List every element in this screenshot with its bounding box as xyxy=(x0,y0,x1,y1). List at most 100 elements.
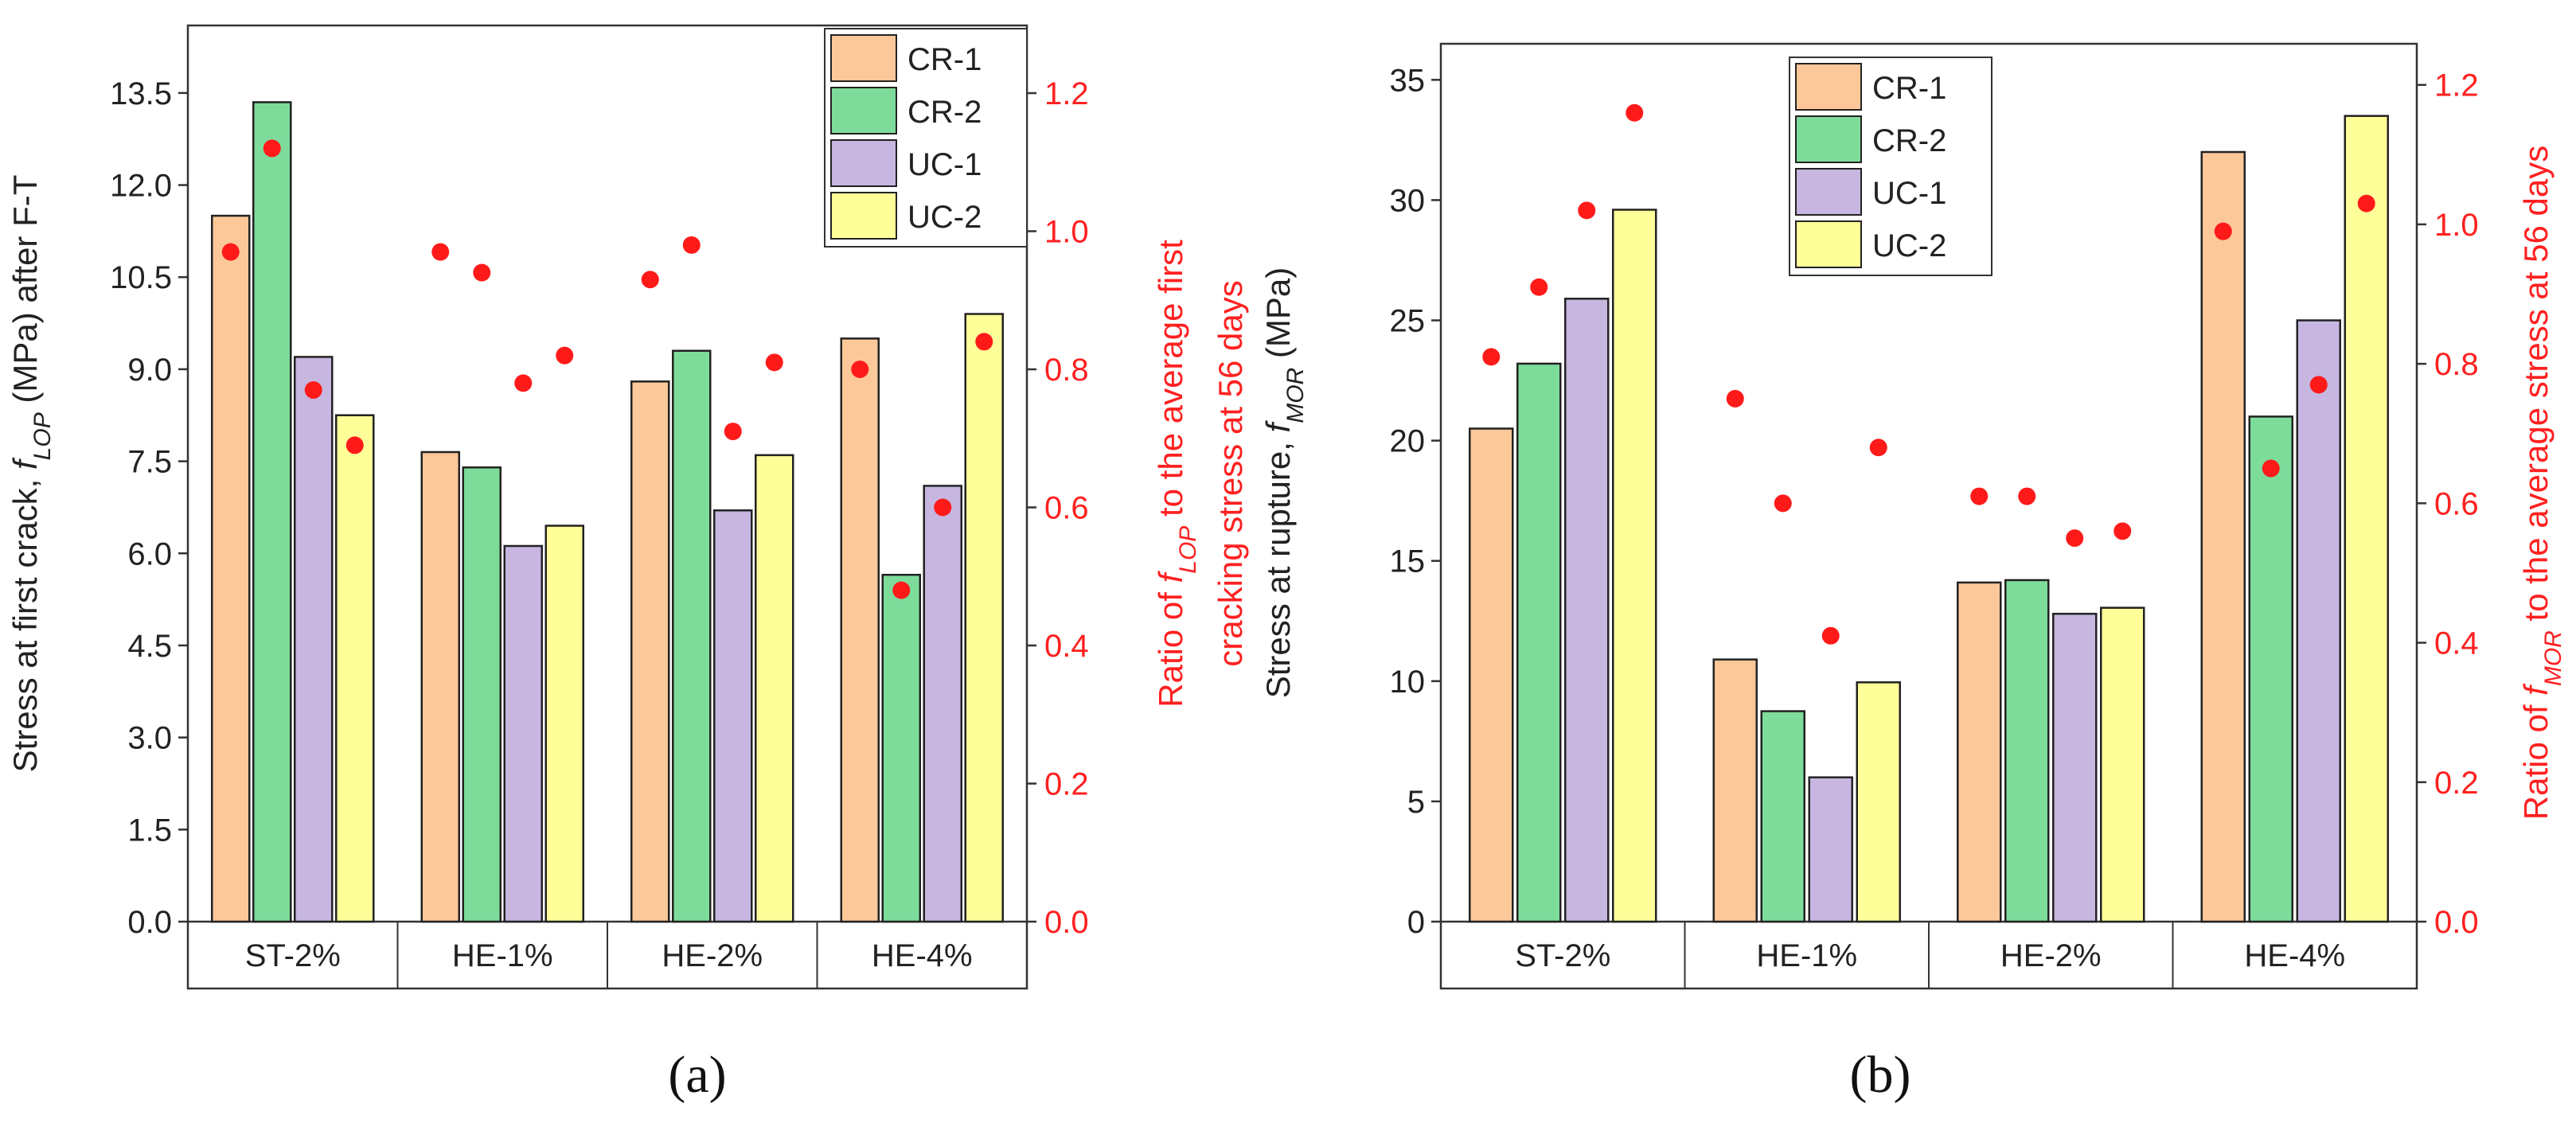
legend-label-uc-2: UC-2 xyxy=(1872,228,1946,263)
ratio-point xyxy=(431,243,450,261)
category-label: HE-4% xyxy=(872,938,973,973)
legend-label-cr-1: CR-1 xyxy=(907,42,982,77)
bar-uc-1 xyxy=(923,485,962,923)
y2-tick-label: 1.0 xyxy=(1044,215,1089,250)
legend-swatch-cr-1 xyxy=(830,34,897,82)
legend-label-cr-1: CR-1 xyxy=(1872,71,1946,106)
ratio-point xyxy=(514,374,533,392)
y-tick-label: 1.5 xyxy=(127,813,172,848)
ratio-point xyxy=(473,263,491,282)
bar-cr-2 xyxy=(1516,362,1562,923)
y2-tick-label: 0.4 xyxy=(1044,629,1089,664)
bar-uc-1 xyxy=(2052,612,2098,923)
ratio-point xyxy=(2309,376,2328,394)
y2-tick-label: 1.0 xyxy=(2434,208,2479,243)
y2-tick-label: 0.6 xyxy=(2434,486,2479,521)
y2-axis-label: cracking stress at 56 days xyxy=(1212,280,1249,667)
ratio-point xyxy=(724,423,742,441)
y-tick-label: 10 xyxy=(1390,665,1426,700)
category-label: ST-2% xyxy=(1515,938,1610,973)
bar-cr-1 xyxy=(2200,150,2246,923)
y2-tick-label: 0.2 xyxy=(2434,766,2479,801)
ratio-point xyxy=(682,236,701,254)
bar-cr-1 xyxy=(840,337,880,923)
bar-cr-1 xyxy=(630,380,670,923)
category-label: HE-4% xyxy=(2244,938,2345,973)
y-axis-label: Stress at rupture, fMOR (MPa) xyxy=(1259,267,1309,698)
y2-tick-label: 0.2 xyxy=(1044,767,1089,802)
ratio-point xyxy=(2262,459,2280,478)
y-tick-label: 20 xyxy=(1390,424,1426,459)
legend-label-uc-2: UC-2 xyxy=(907,200,982,235)
bar-cr-2 xyxy=(2004,579,2050,923)
ratio-point xyxy=(851,361,869,379)
ratio-point xyxy=(304,381,322,400)
legend-swatch-uc-2 xyxy=(830,192,897,240)
bar-uc-2 xyxy=(1612,209,1657,923)
bar-uc-2 xyxy=(2100,606,2145,923)
legend-swatch-uc-2 xyxy=(1795,220,1862,268)
y2-tick-label: 0.8 xyxy=(1044,353,1089,388)
ratio-point xyxy=(2357,194,2375,213)
bar-cr-1 xyxy=(211,214,251,923)
bar-uc-2 xyxy=(1856,681,1901,923)
bar-uc-1 xyxy=(1808,776,1853,923)
category-label: HE-1% xyxy=(452,938,553,973)
ratio-point xyxy=(2113,522,2132,540)
y-tick-label: 12.0 xyxy=(110,169,172,204)
ratio-point xyxy=(345,436,364,454)
y-tick-label: 9.0 xyxy=(127,353,172,388)
legend: CR-1 CR-2 UC-1 UC-2 xyxy=(824,28,1028,248)
y2-tick-label: 0.0 xyxy=(2434,905,2479,940)
y-tick-label: 10.5 xyxy=(110,260,172,295)
ratio-point xyxy=(556,346,574,365)
ratio-point xyxy=(1821,626,1840,645)
bar-cr-1 xyxy=(1712,658,1758,923)
category-label: HE-1% xyxy=(1756,938,1857,973)
y-tick-label: 0.0 xyxy=(127,905,172,940)
panel-label: (b) xyxy=(1850,1046,1911,1104)
bar-cr-2 xyxy=(462,466,502,923)
bar-uc-2 xyxy=(335,414,375,923)
bar-cr-1 xyxy=(1957,581,2002,923)
y-tick-label: 7.5 xyxy=(127,445,172,480)
legend-label-cr-2: CR-2 xyxy=(1872,123,1946,158)
y-tick-label: 4.5 xyxy=(127,629,172,664)
y2-tick-label: 1.2 xyxy=(1044,76,1089,111)
category-label: HE-2% xyxy=(2000,938,2102,973)
bar-cr-2 xyxy=(672,349,712,923)
y-tick-label: 6.0 xyxy=(127,536,172,571)
category-label: HE-2% xyxy=(662,938,763,973)
y-tick-label: 3.0 xyxy=(127,721,172,756)
legend-swatch-uc-1 xyxy=(1795,168,1862,216)
ratio-point xyxy=(1970,487,1989,505)
legend: CR-1 CR-2 UC-1 UC-2 xyxy=(1789,57,1992,276)
bar-cr-1 xyxy=(420,450,460,923)
ratio-point xyxy=(1530,278,1548,296)
bar-uc-1 xyxy=(2296,319,2341,923)
bar-cr-2 xyxy=(1760,710,1805,923)
y2-tick-label: 0.0 xyxy=(1044,905,1089,940)
ratio-point xyxy=(2018,487,2036,505)
ratio-point xyxy=(975,333,993,351)
ratio-point xyxy=(1726,389,1744,407)
y-tick-label: 30 xyxy=(1390,183,1426,218)
y2-tick-label: 0.4 xyxy=(2434,626,2479,661)
ratio-point xyxy=(934,498,952,517)
bar-uc-2 xyxy=(964,313,1004,923)
y-tick-label: 15 xyxy=(1390,544,1426,579)
legend-swatch-uc-1 xyxy=(830,139,897,187)
y-tick-label: 13.5 xyxy=(110,76,172,111)
legend-label-uc-1: UC-1 xyxy=(907,147,982,182)
y-tick-label: 25 xyxy=(1390,304,1426,339)
y2-axis-label: Ratio of fLOP to the average first xyxy=(1152,240,1201,708)
ratio-point xyxy=(2066,529,2084,548)
ratio-point xyxy=(1578,201,1596,220)
legend-swatch-cr-1 xyxy=(1795,63,1862,111)
ratio-point xyxy=(1869,439,1887,457)
legend-swatch-cr-2 xyxy=(830,87,897,135)
bar-uc-1 xyxy=(713,509,753,923)
y2-tick-label: 0.6 xyxy=(1044,491,1089,526)
bar-cr-2 xyxy=(2248,415,2293,923)
